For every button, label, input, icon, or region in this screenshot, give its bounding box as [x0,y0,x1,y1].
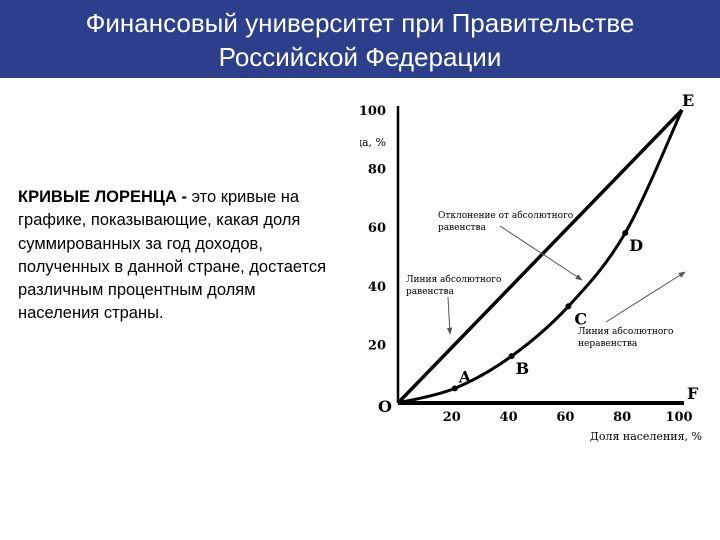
annotation-arrow [499,225,583,281]
point-label: F [687,384,699,403]
x-tick-label: 40 [500,410,518,425]
point-label: C [574,309,587,328]
lorenz-curve-chart: 100 80 60 40 20 20 40 60 80 100 Доля дохода, % Доля… [360,91,702,443]
y-tick-label: 40 [368,280,386,295]
point-marker [622,230,629,237]
point-label: B [516,359,530,378]
y-tick-label: 20 [368,338,386,353]
header-title-line2: Российской Федерации [218,42,502,72]
y-tick-label: 80 [368,163,386,178]
definition-body: это кривые на графике, показывающие, как… [18,188,327,323]
point-label: D [629,236,643,255]
equality-line [396,108,684,405]
x-tick-label: 60 [556,410,574,425]
point-marker [508,353,515,360]
annotation-arrow [605,271,686,323]
x-axis-label: Доля населения, % [590,430,702,443]
y-axis-label: Доля дохода, % [360,136,386,149]
annotation-text: Линия абсолютного [578,326,673,337]
y-tick-label: 100 [360,104,386,119]
point-label: A [458,367,472,386]
annotation-arrow [446,296,453,335]
point-label: O [378,397,392,416]
definition-term: КРИВЫЕ ЛОРЕНЦА - [18,188,187,206]
definition-text: КРИВЫЕ ЛОРЕНЦА - это кривые на графике, … [18,186,338,326]
y-tick-label: 60 [368,221,386,236]
point-label: E [682,91,694,110]
x-tick-label: 100 [665,410,692,425]
header-title-line1: Финансовый университет при Правительстве [85,8,635,38]
lorenz-curve-figure: 100 80 60 40 20 20 40 60 80 100 Доля дохода, % Доля… [360,90,720,450]
point-marker [451,385,458,392]
annotation-text: неравенства [578,339,638,349]
annotation-text: равенства [406,287,455,297]
annotation-text: Отклонение от абсолютного [438,210,573,221]
annotation-text: равенства [438,223,487,233]
x-tick-label: 80 [613,410,631,425]
annotation-text: Линия абсолютного [406,274,501,285]
slide-header: Финансовый университет при Правительстве… [0,0,720,78]
point-marker [565,303,572,310]
x-tick-label: 20 [443,410,461,425]
